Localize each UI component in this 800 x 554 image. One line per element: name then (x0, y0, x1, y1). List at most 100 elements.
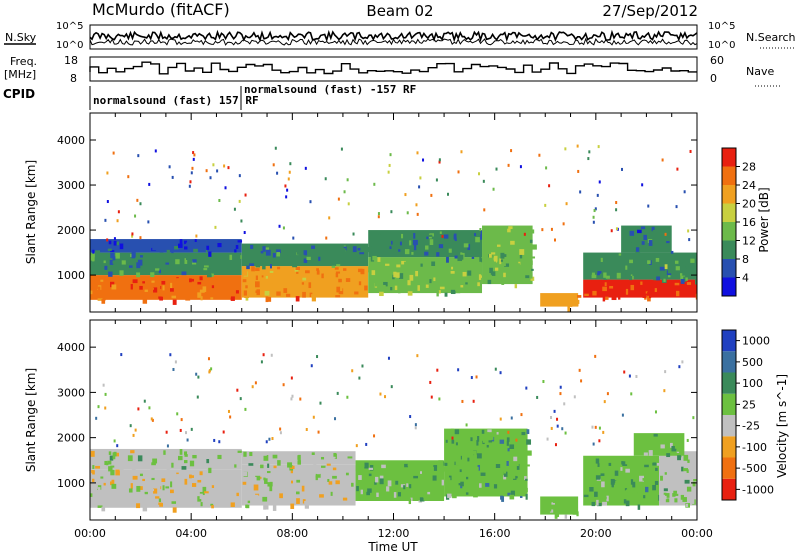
freq-right-tick-top: 60 (710, 54, 724, 67)
scatter-echo (390, 385, 393, 389)
colorbar-tick-label: 100 (742, 377, 763, 390)
data-speckle (171, 501, 177, 504)
scatter-echo (132, 433, 135, 437)
data-speckle (126, 264, 131, 268)
data-speckle (231, 452, 236, 455)
data-speckle (465, 492, 469, 495)
data-speckle (641, 241, 645, 245)
data-speckle (379, 475, 384, 481)
scatter-echo (286, 188, 289, 192)
data-speckle (552, 295, 556, 299)
data-speckle (194, 497, 197, 504)
scatter-echo (409, 415, 412, 419)
scatter-echo (271, 437, 274, 441)
data-speckle (603, 296, 609, 300)
data-speckle (173, 482, 176, 488)
data-speckle (475, 237, 480, 243)
y-tick-label: 2000 (57, 224, 85, 237)
data-speckle (402, 491, 407, 496)
scatter-echo (165, 430, 168, 434)
scatter-echo (305, 427, 308, 431)
data-speckle (302, 291, 306, 298)
data-speckle (304, 246, 308, 251)
scatter-echo (290, 397, 293, 401)
data-speckle (138, 475, 144, 480)
data-speckle (630, 490, 636, 494)
data-speckle (455, 288, 461, 294)
scatter-echo (299, 397, 302, 401)
data-speckle (477, 282, 480, 287)
colorbar-tick-label: -1000 (742, 483, 774, 496)
data-speckle (295, 296, 300, 302)
data-speckle (642, 449, 647, 456)
data-speckle (686, 486, 692, 492)
data-speckle (234, 464, 237, 468)
data-speckle (283, 288, 288, 293)
data-speckle (485, 432, 490, 436)
data-speckle (215, 476, 220, 480)
data-speckle (161, 280, 166, 285)
data-speckle (410, 497, 413, 501)
scatter-echo (510, 416, 513, 420)
scatter-echo (594, 425, 597, 429)
data-speckle (211, 485, 215, 489)
scatter-echo (179, 428, 182, 432)
data-speckle (171, 295, 177, 299)
data-speckle (221, 473, 225, 478)
data-speckle (297, 460, 301, 465)
data-speckle (175, 259, 180, 265)
data-speckle (483, 232, 488, 238)
data-speckle (637, 504, 641, 510)
velocity-y-label: Slant Range [km] (24, 368, 38, 472)
data-speckle (625, 500, 630, 507)
data-speckle (192, 454, 197, 459)
data-speckle (454, 255, 458, 259)
data-speckle (176, 278, 180, 284)
data-speckle (295, 485, 299, 489)
data-speckle (203, 265, 209, 268)
scatter-echo (284, 184, 287, 188)
data-speckle (603, 272, 607, 278)
scatter-echo (499, 371, 502, 375)
scatter-echo (687, 229, 690, 233)
data-speckle (162, 285, 165, 291)
data-speckle (420, 263, 423, 267)
data-speckle (519, 249, 525, 255)
data-speckle (488, 440, 493, 443)
data-speckle (644, 470, 648, 474)
data-speckle (332, 467, 337, 471)
data-speckle (465, 282, 468, 285)
scatter-echo (340, 147, 343, 151)
data-speckle (130, 450, 135, 454)
data-speckle (597, 502, 602, 507)
data-speckle (471, 256, 475, 259)
data-speckle (694, 463, 697, 468)
data-speckle (466, 476, 469, 480)
data-speckle (272, 497, 278, 502)
velocity-colorbar: 1000 500 100 25 -25 -100 -500 -1000 (721, 329, 774, 501)
scatter-echo (197, 375, 200, 379)
scatter-echo (436, 368, 439, 372)
scatter-echo (216, 169, 219, 173)
data-speckle (115, 252, 120, 259)
data-speckle (631, 241, 637, 246)
data-speckle (399, 241, 402, 246)
data-speckle (602, 286, 607, 292)
data-speckle (97, 282, 102, 285)
data-speckle (335, 271, 341, 274)
scatter-echo (596, 193, 599, 197)
data-speckle (110, 479, 115, 486)
scatter-echo (479, 228, 482, 232)
data-speckle (425, 245, 429, 250)
data-speckle (675, 493, 679, 496)
scatter-echo (541, 228, 544, 232)
data-speckle (383, 281, 388, 287)
scatter-echo (406, 211, 409, 215)
data-speckle (158, 502, 162, 505)
scatter-echo (598, 426, 601, 430)
data-speckle (674, 260, 679, 264)
data-speckle (372, 255, 377, 261)
data-speckle (150, 272, 155, 278)
data-speckle (217, 454, 222, 460)
data-speckle (90, 262, 95, 266)
